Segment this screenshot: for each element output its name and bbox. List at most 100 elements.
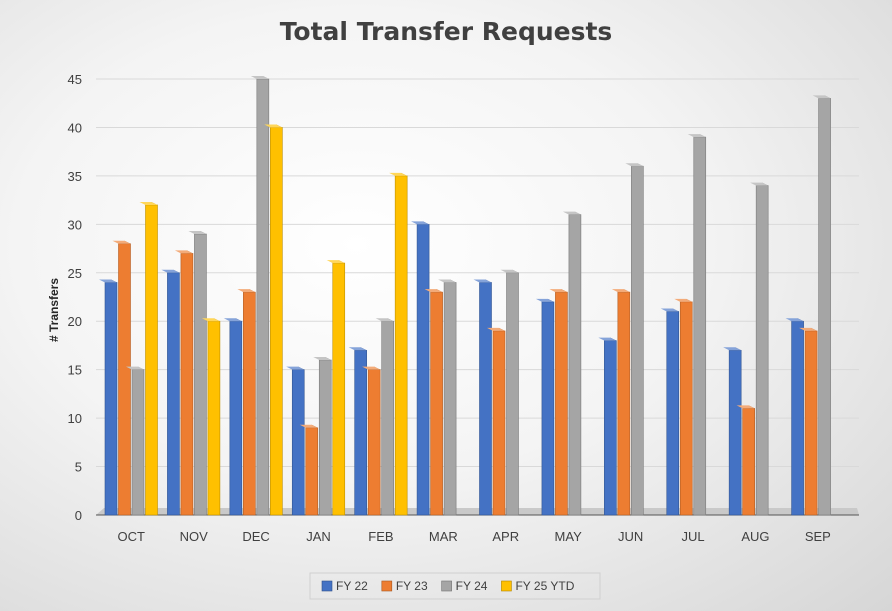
bar <box>313 356 332 516</box>
y-tick-label: 30 <box>68 217 82 232</box>
bar-top <box>785 318 804 322</box>
bar-top <box>438 279 457 283</box>
bar <box>161 269 180 516</box>
bar-top <box>174 250 193 254</box>
bar <box>126 366 145 516</box>
bar-top <box>660 308 679 312</box>
bar-front <box>367 369 381 516</box>
x-tick-label: OCT <box>118 529 146 544</box>
bar <box>611 289 631 516</box>
y-tick-label: 25 <box>68 266 82 281</box>
bar-top <box>487 327 505 331</box>
x-tick-label: DEC <box>242 529 269 544</box>
bar-front <box>443 282 457 516</box>
x-tick-label: FEB <box>368 529 393 544</box>
bar-top <box>362 366 381 370</box>
bar-top <box>237 289 256 293</box>
bar <box>264 124 283 516</box>
bar <box>375 318 394 516</box>
bar-front <box>243 291 256 516</box>
bar-top <box>299 424 318 428</box>
bar-front <box>180 253 194 516</box>
legend-item: FY 24 <box>441 579 488 593</box>
y-axis-title: # Transfers <box>47 278 61 342</box>
bar-front <box>318 359 332 516</box>
bar-top <box>161 269 180 273</box>
bar <box>549 289 568 516</box>
bar <box>438 279 457 516</box>
bar-front <box>167 272 180 516</box>
bar-top <box>549 289 568 293</box>
chart-title: Total Transfer Requests <box>280 17 613 46</box>
x-tick-label: MAY <box>555 529 583 544</box>
bar-front <box>555 291 568 516</box>
bar <box>736 405 755 516</box>
bar-top <box>99 279 117 283</box>
bar-front <box>617 291 631 516</box>
bar <box>598 337 617 516</box>
bars <box>99 76 831 516</box>
bar-front <box>791 320 804 516</box>
bar-top <box>389 172 408 176</box>
bar-top <box>264 124 283 128</box>
bar <box>223 318 243 516</box>
bar-top <box>723 347 742 351</box>
bar-front <box>194 233 207 516</box>
bar <box>99 279 118 516</box>
bar-front <box>693 136 707 516</box>
bar <box>487 327 506 516</box>
bar <box>674 298 693 516</box>
bar <box>112 240 131 516</box>
bar-top <box>126 366 144 370</box>
bar-top <box>411 221 430 225</box>
bar <box>389 172 408 516</box>
bar-front <box>332 262 346 516</box>
bar-front <box>742 408 755 516</box>
bar-front <box>604 340 617 516</box>
bar-front <box>381 320 394 516</box>
bar <box>500 269 519 516</box>
y-tick-label: 20 <box>68 314 82 329</box>
bar-top <box>250 76 269 79</box>
bar <box>299 424 319 516</box>
bar <box>799 327 818 516</box>
bar-top <box>500 269 519 273</box>
bar-front <box>270 127 283 516</box>
bar-top <box>348 347 367 351</box>
bar-top <box>286 366 305 370</box>
bar-front <box>256 78 270 516</box>
bar-front <box>679 301 693 516</box>
bar-top <box>736 405 755 409</box>
x-tick-label: NOV <box>180 529 209 544</box>
y-tick-label: 0 <box>75 508 82 523</box>
bar-top <box>598 337 617 341</box>
bar-front <box>104 282 118 516</box>
bar-top <box>139 201 158 205</box>
bar <box>723 347 742 516</box>
bar-front <box>479 282 492 516</box>
bar-top <box>674 298 693 302</box>
bar <box>660 308 680 516</box>
legend-item: FY 25 YTD <box>501 579 575 593</box>
bar-front <box>631 165 644 516</box>
bar-top <box>424 289 443 293</box>
bar-front <box>145 204 158 516</box>
y-tick-label: 35 <box>68 169 82 184</box>
bar <box>250 76 270 516</box>
legend-swatch <box>441 580 452 592</box>
legend-item: FY 23 <box>381 579 428 593</box>
legend-item: FY 22 <box>321 579 368 593</box>
bar-front <box>416 224 430 516</box>
bar-top <box>473 279 492 283</box>
x-tick-label: SEP <box>805 529 831 544</box>
bar-front <box>666 311 680 516</box>
bar-top <box>326 260 345 264</box>
bar-front <box>354 349 367 516</box>
legend-swatch <box>321 580 333 592</box>
y-axis-ticks: 0 5 10 15 20 25 30 35 40 45 <box>68 72 82 523</box>
bar <box>687 134 707 516</box>
bar-top <box>625 163 644 167</box>
y-tick-label: 40 <box>68 120 82 135</box>
